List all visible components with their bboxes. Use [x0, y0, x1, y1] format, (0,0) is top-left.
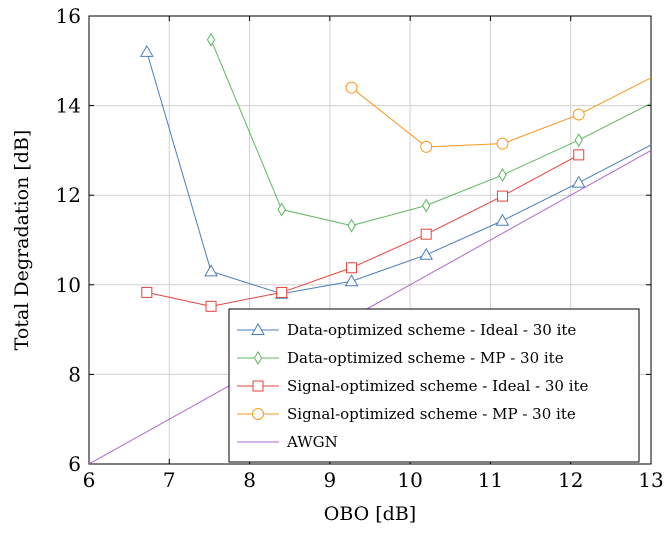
- triangle-marker: [495, 213, 510, 226]
- series-line: [146, 154, 579, 307]
- triangle-marker: [419, 247, 434, 260]
- square-marker: [573, 149, 585, 161]
- circle-marker: [345, 81, 358, 94]
- diamond-marker: [422, 198, 431, 213]
- y-tick-label: 12: [56, 183, 81, 207]
- plot-frame: [88, 15, 652, 465]
- series-5: [89, 149, 651, 464]
- square-marker: [205, 300, 217, 312]
- series-4: [345, 77, 651, 153]
- x-tick-label: 12: [558, 468, 583, 492]
- x-tick-label: 9: [323, 468, 336, 492]
- square-marker: [496, 190, 508, 202]
- legend-label: Signal-optimized scheme - MP - 30 ite: [287, 405, 576, 423]
- x-tick-label: 8: [243, 468, 256, 492]
- x-tick-label: 6: [83, 468, 96, 492]
- square-marker: [276, 286, 288, 298]
- triangle-marker: [344, 274, 359, 287]
- legend-label: Data-optimized scheme - MP - 30 ite: [287, 349, 564, 367]
- series-2: [206, 32, 651, 233]
- square-marker: [346, 262, 358, 274]
- circle-marker: [496, 137, 509, 150]
- series-1: [139, 44, 651, 299]
- series-line: [146, 51, 651, 295]
- x-tick-label: 11: [478, 468, 503, 492]
- axes-layer: 6 7 8 9 10 11 12 13 6 8 10 12 14 16: [56, 4, 664, 492]
- legend-label: Signal-optimized scheme - Ideal - 30 ite: [287, 377, 589, 395]
- legend-box: [228, 308, 640, 463]
- diamond-marker: [206, 32, 216, 47]
- series-line: [351, 77, 651, 148]
- legend-item: Signal-optimized scheme - MP - 30 ite: [237, 405, 576, 423]
- diamond-marker: [253, 351, 263, 365]
- circle-marker: [420, 140, 433, 153]
- y-tick-label: 6: [68, 452, 81, 476]
- triangle-marker: [251, 322, 265, 335]
- triangle-marker: [204, 264, 218, 277]
- y-tick-label: 16: [56, 4, 81, 28]
- x-tick-label: 13: [638, 468, 663, 492]
- series-3: [141, 149, 585, 312]
- y-tick-label: 10: [56, 273, 81, 297]
- legend-label: AWGN: [286, 433, 338, 451]
- triangle-marker: [571, 175, 586, 188]
- diamond-marker: [574, 133, 583, 148]
- diamond-marker: [347, 218, 356, 233]
- legend-item: Data-optimized scheme - Ideal - 30 ite: [237, 321, 576, 339]
- y-tick-label: 14: [56, 94, 81, 118]
- diamond-marker: [277, 202, 286, 217]
- legend-item: AWGN: [237, 433, 338, 451]
- x-axis-title: OBO [dB]: [324, 503, 416, 525]
- circle-marker: [252, 408, 264, 420]
- circle-marker: [572, 108, 585, 121]
- square-marker: [141, 286, 153, 298]
- diamond-marker: [498, 168, 507, 183]
- legend-label: Data-optimized scheme - Ideal - 30 ite: [287, 321, 576, 339]
- legend-item: Signal-optimized scheme - Ideal - 30 ite: [237, 377, 589, 395]
- square-marker: [420, 228, 432, 240]
- x-tick-label: 7: [163, 468, 176, 492]
- triangle-marker: [139, 44, 154, 57]
- series-line: [89, 149, 651, 464]
- y-axis-title: Total Degradation [dB]: [11, 130, 33, 351]
- series-line: [210, 39, 651, 227]
- x-tick-label: 10: [397, 468, 422, 492]
- series-layer: [89, 32, 651, 464]
- y-tick-label: 8: [68, 362, 81, 386]
- legend: Data-optimized scheme - Ideal - 30 ite Da…: [228, 308, 640, 463]
- legend-item: Data-optimized scheme - MP - 30 ite: [237, 349, 564, 367]
- square-marker: [252, 380, 264, 392]
